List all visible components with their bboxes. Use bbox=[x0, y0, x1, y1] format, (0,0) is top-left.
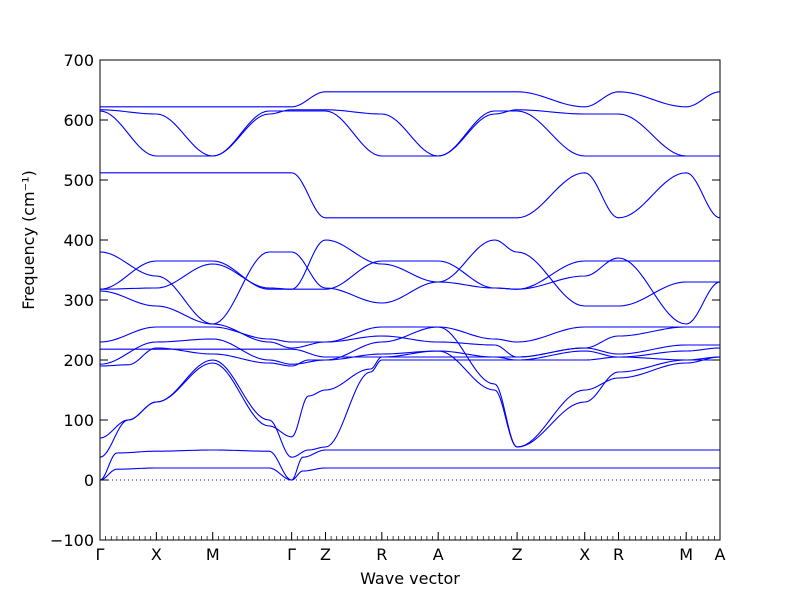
x-kpoint-label: A bbox=[433, 545, 444, 564]
y-tick-label: 200 bbox=[63, 351, 94, 370]
y-tick-label: 400 bbox=[63, 231, 94, 250]
band-line-5 bbox=[99, 326, 721, 448]
band-line-6 bbox=[99, 338, 721, 365]
band-line-16 bbox=[100, 91, 721, 108]
y-axis-label: Frequency (cm⁻¹) bbox=[19, 170, 38, 309]
x-kpoint-label: M bbox=[206, 545, 220, 564]
x-kpoint-label: Γ bbox=[287, 545, 296, 564]
y-tick-label: 0 bbox=[84, 471, 94, 490]
band-line-3 bbox=[99, 356, 720, 458]
band-line-1 bbox=[99, 467, 720, 481]
y-tick-label: 100 bbox=[63, 411, 94, 430]
band-line-13 bbox=[100, 172, 721, 219]
x-kpoint-label: Z bbox=[512, 545, 523, 564]
y-tick-label: 600 bbox=[63, 111, 94, 130]
band-line-8 bbox=[99, 326, 720, 343]
band-line-14 bbox=[99, 110, 720, 157]
x-kpoint-label: R bbox=[613, 545, 624, 564]
x-kpoint-label: A bbox=[715, 545, 726, 564]
y-axis-ticks: −100 0 100 200 300 400 500 600 700 bbox=[50, 51, 720, 550]
band-line-2 bbox=[99, 449, 720, 481]
y-tick-label: 300 bbox=[63, 291, 94, 310]
y-tick-label: 500 bbox=[63, 171, 94, 190]
x-kpoint-label: X bbox=[579, 545, 590, 564]
y-tick-label: −100 bbox=[50, 531, 94, 550]
band-line-7 bbox=[100, 344, 720, 358]
x-kpoint-label: R bbox=[376, 545, 387, 564]
x-kpoint-label: Z bbox=[320, 545, 331, 564]
x-kpoint-label: X bbox=[151, 545, 162, 564]
band-line-10 bbox=[99, 260, 720, 290]
band-lines bbox=[99, 91, 721, 481]
band-line-12 bbox=[99, 239, 721, 325]
x-axis-label: Wave vector bbox=[360, 569, 460, 588]
band-line-11 bbox=[99, 239, 720, 325]
band-line-15 bbox=[99, 109, 720, 157]
y-tick-label: 700 bbox=[63, 51, 94, 70]
x-kpoint-label: Γ bbox=[96, 545, 105, 564]
band-line-9 bbox=[99, 290, 720, 358]
band-line-4 bbox=[99, 350, 721, 448]
x-kpoint-label: M bbox=[679, 545, 693, 564]
